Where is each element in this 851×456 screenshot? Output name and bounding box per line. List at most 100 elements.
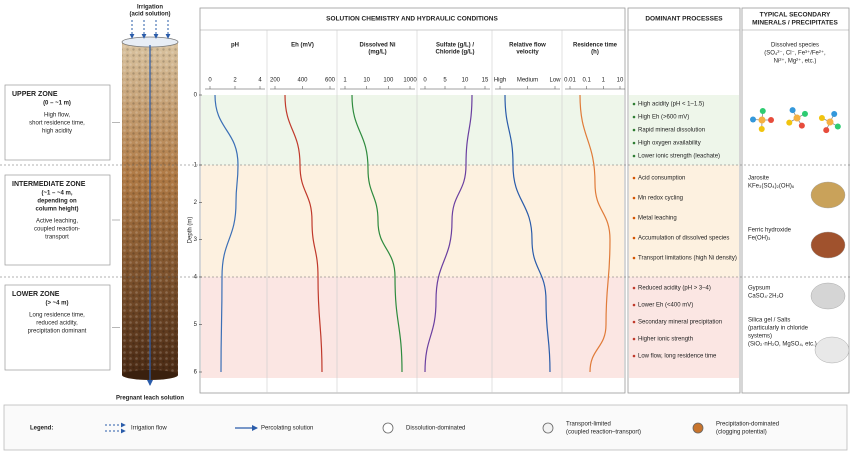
process-item: Acid consumption (638, 176, 685, 182)
bullet (633, 355, 636, 358)
panel-tick-label: 200 (270, 78, 281, 84)
irrigation-label: (acid solution) (130, 12, 171, 18)
mineral-sample (811, 232, 845, 258)
zone-desc: Long residence time, (29, 313, 85, 319)
depth-tick-label: 6 (194, 370, 198, 376)
panel-tick-label: 400 (297, 78, 308, 84)
legend-label: Precipitation-dominated (716, 422, 779, 428)
process-item: Lower Eh (<400 mV) (638, 303, 693, 309)
panel-title: velocity (516, 50, 539, 56)
mineral-text: Ferric hydroxide (748, 228, 792, 234)
chem-title: SOLUTION CHEMISTRY AND HYDRAULIC CONDITI… (326, 16, 498, 23)
panel-tick-label: 0 (208, 78, 212, 84)
process-item: Higher ionic strength (638, 337, 693, 343)
mineral-text: systems) (748, 334, 772, 340)
legend-icon (543, 423, 553, 433)
zone-range: depending on (37, 199, 77, 205)
molecule-atom (835, 123, 841, 129)
mineral-sample (811, 182, 845, 208)
mineral-text: (SiO₂·nH₂O, MgSO₄, etc.) (748, 342, 817, 348)
process-item: High Eh (>600 mV) (638, 115, 689, 121)
molecule-atom (760, 108, 766, 114)
mineral-text: Ni²⁺, Mg²⁺, etc.) (774, 58, 817, 65)
bullet (633, 304, 636, 307)
mineral-text: Dissolved species (771, 43, 819, 49)
mineral-text: (particularly in chloride (748, 326, 809, 332)
mineral-text: Fe(OH)₃ (748, 236, 771, 242)
process-item: Transport limitations (high Ni density) (638, 256, 737, 262)
panel-tick-label: 10 (617, 78, 624, 84)
irrigation-arrows (132, 20, 168, 38)
zone-desc: high acidity (42, 129, 72, 135)
process-title: DOMINANT PROCESSES (645, 16, 723, 23)
zone-range: (~1 – ~4 m, (41, 191, 72, 197)
molecule-atom (750, 116, 756, 122)
panel-tick-label: 100 (383, 78, 394, 84)
zone-title: LOWER ZONE (12, 291, 60, 298)
panel-title: Relative flow (509, 43, 546, 49)
zone-range: column height) (36, 207, 79, 213)
panel-tick-label: 5 (443, 78, 447, 84)
mineral-text: Jarosite (748, 176, 770, 182)
mineral-text: CaSO₄·2H₂O (748, 294, 784, 300)
zone-title: INTERMEDIATE ZONE (12, 181, 86, 188)
zone-desc: reduced acidity, (36, 321, 78, 327)
legend-title: Legend: (30, 426, 53, 432)
molecule-atom (790, 107, 796, 113)
process-item: Metal leaching (638, 216, 677, 222)
mineral-text: Gypsum (748, 286, 770, 292)
bullet (633, 338, 636, 341)
process-item: Rapid mineral dissolution (638, 128, 705, 134)
legend-label: Irrigation flow (131, 426, 167, 432)
zone-band (201, 95, 624, 165)
diagram: Irrigation(acid solution)Pregnant leach … (0, 0, 851, 456)
panel-title: Residence time (573, 43, 618, 49)
bullet (633, 129, 636, 132)
panel-tick-label: 10 (363, 78, 370, 84)
depth-tick-label: 3 (194, 237, 198, 243)
depth-tick-label: 2 (194, 200, 198, 206)
molecule-atom (827, 119, 834, 126)
panel-tick-label: 1000 (403, 78, 417, 84)
panel-title: (mg/L) (368, 50, 386, 56)
zone-title: UPPER ZONE (12, 91, 58, 98)
zone-desc: coupled reaction- (34, 227, 80, 233)
molecule-atom (786, 120, 792, 126)
panel-title: Dissolved Ni (359, 43, 395, 49)
legend-icon (693, 423, 703, 433)
zone-desc: Active leaching, (36, 219, 78, 225)
bullet (633, 177, 636, 180)
legend-icon (383, 423, 393, 433)
molecule-atom (768, 117, 774, 123)
zone-desc: High flow, (44, 113, 70, 119)
panel-title: Sulfate (g/L) / (436, 43, 474, 49)
panel-tick-label: 4 (258, 78, 262, 84)
legend-label: Percolating solution (261, 426, 313, 432)
process-item: High acidity (pH < 1–1.5) (638, 102, 704, 108)
molecule-atom (819, 115, 825, 121)
legend-label: (clogging potential) (716, 430, 767, 436)
mineral-title: MINERALS / PRECIPITATES (752, 20, 838, 27)
panel-title: Eh (mV) (291, 43, 314, 49)
depth-tick-label: 0 (194, 93, 198, 99)
molecule-atom (823, 127, 829, 133)
panel-tick-label: Medium (517, 78, 538, 84)
page: { "top_label": ["Irrigation", "(acid sol… (0, 0, 851, 456)
mineral-sample (811, 283, 845, 309)
mineral-text: KFe₃(SO₄)₂(OH)₆ (748, 184, 795, 190)
bullet (633, 103, 636, 106)
bullet (633, 321, 636, 324)
process-item: Mn redox cycling (638, 196, 683, 202)
bullet (633, 116, 636, 119)
panel-tick-label: 0.1 (582, 78, 591, 84)
mineral-text: (SO₄²⁻, Cl⁻, Fe³⁺/Fe²⁺, (764, 50, 826, 57)
zone-desc: short residence time, (29, 121, 85, 127)
panel-tick-label: 0.01 (564, 78, 576, 84)
panel-title: Chloride (g/L) (436, 50, 475, 56)
bullet (633, 142, 636, 145)
panel-tick-label: 1 (343, 78, 347, 84)
depth-tick-label: 4 (194, 275, 198, 281)
panel-tick-label: 0 (423, 78, 427, 84)
zone-desc: transport (45, 235, 69, 241)
zone-band (201, 165, 624, 277)
